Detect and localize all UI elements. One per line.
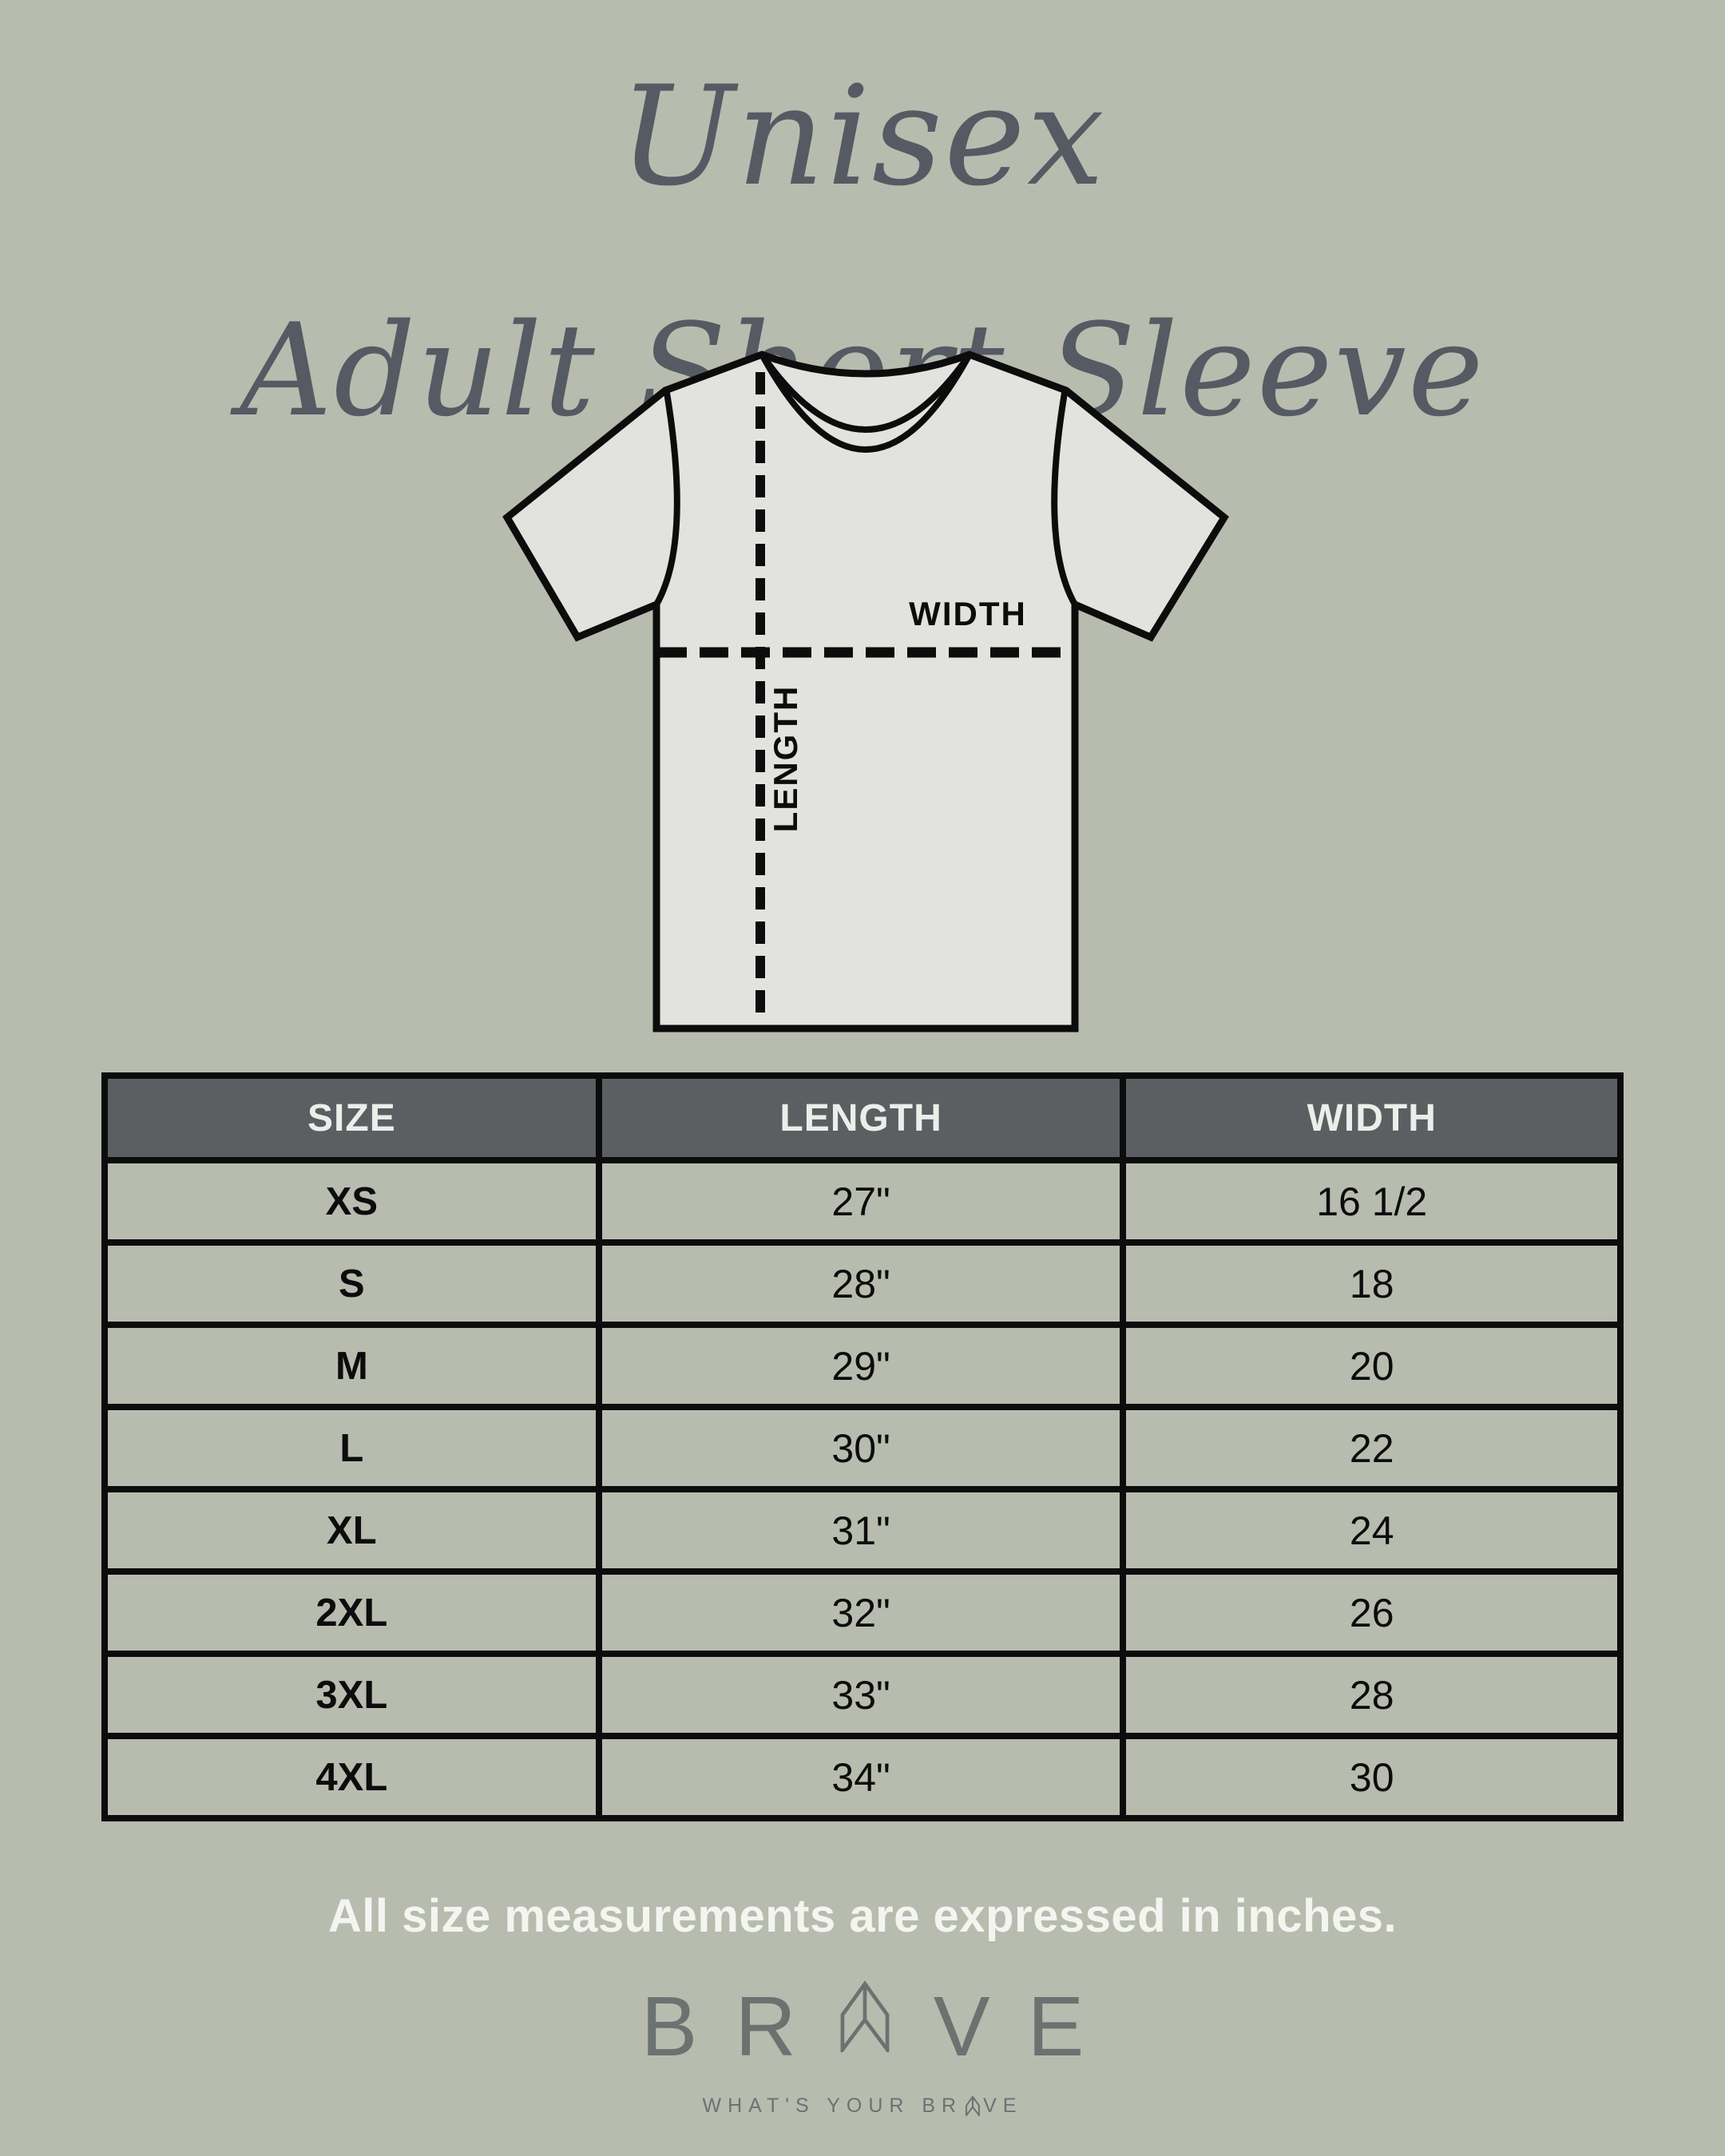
tagline-text-suffix: VE [983, 2095, 1023, 2117]
length-cell: 34" [595, 1733, 1127, 1821]
length-cell: 30" [595, 1404, 1127, 1492]
right-sleeve-seam [1051, 392, 1078, 606]
length-cell: 27" [595, 1157, 1127, 1246]
length-cell: 31" [595, 1486, 1127, 1575]
table-row: M 29" 20 [101, 1322, 1624, 1410]
table-row: 2XL 32" 26 [101, 1568, 1624, 1657]
length-diagram-label: LENGTH [767, 685, 804, 833]
size-cell: 3XL [101, 1651, 602, 1739]
size-cell: L [101, 1404, 602, 1492]
collar-band-outer-arc [759, 352, 973, 433]
tshirt-diagram: WIDTH LENGTH [502, 351, 1229, 1032]
brand-letter-r: R [735, 1980, 796, 2074]
measurement-note: All size measurements are expressed in i… [327, 1890, 1398, 1942]
brand-letter-e: E [1027, 1980, 1085, 2074]
size-chart-table: SIZE LENGTH WIDTH XS 27" 16 1/2 S 28" 18… [101, 1072, 1624, 1821]
left-sleeve-seam [653, 392, 680, 606]
width-cell: 28 [1120, 1651, 1624, 1739]
tshirt-outline [502, 351, 1229, 1032]
width-cell: 30 [1120, 1733, 1624, 1821]
size-cell: XS [101, 1157, 602, 1246]
width-cell: 16 1/2 [1120, 1157, 1624, 1246]
collar-band-inner-arc [759, 353, 973, 453]
table-row: 4XL 34" 30 [101, 1733, 1624, 1821]
brand-logo: B R V E WHAT'S YOUR BR VE [0, 1979, 1725, 2118]
brand-letter-b: B [640, 1980, 698, 2074]
table-row: XL 31" 24 [101, 1486, 1624, 1575]
column-header-length: LENGTH [595, 1072, 1127, 1163]
column-header-width: WIDTH [1120, 1072, 1624, 1163]
brand-letter-v: V [933, 1980, 990, 2074]
width-cell: 20 [1120, 1322, 1624, 1410]
brand-wordmark: B R V E [0, 1979, 1725, 2069]
chevron-arrow-up-icon [966, 2095, 981, 2116]
width-diagram-label: WIDTH [909, 595, 1027, 632]
width-cell: 22 [1120, 1404, 1624, 1492]
table-header-row: SIZE LENGTH WIDTH [101, 1072, 1624, 1163]
width-cell: 24 [1120, 1486, 1624, 1575]
length-cell: 32" [595, 1568, 1127, 1657]
length-cell: 29" [595, 1322, 1127, 1410]
brand-tagline: WHAT'S YOUR BR VE [0, 2095, 1725, 2118]
table-row: 3XL 33" 28 [101, 1651, 1624, 1739]
table-row: XS 27" 16 1/2 [101, 1157, 1624, 1246]
tagline-text-prefix: WHAT'S YOUR BR [702, 2095, 963, 2117]
width-cell: 26 [1120, 1568, 1624, 1657]
size-cell: S [101, 1239, 602, 1328]
length-cell: 33" [595, 1651, 1127, 1739]
size-cell: 2XL [101, 1568, 602, 1657]
column-header-size: SIZE [101, 1072, 602, 1163]
chevron-arrow-up-icon [840, 1980, 890, 2052]
size-cell: M [101, 1322, 602, 1410]
size-cell: XL [101, 1486, 602, 1575]
length-cell: 28" [595, 1239, 1127, 1328]
title-line-1: Unisex [619, 56, 1106, 216]
table-row: L 30" 22 [101, 1404, 1624, 1492]
size-cell: 4XL [101, 1733, 602, 1821]
width-cell: 18 [1120, 1239, 1624, 1328]
table-row: S 28" 18 [101, 1239, 1624, 1328]
